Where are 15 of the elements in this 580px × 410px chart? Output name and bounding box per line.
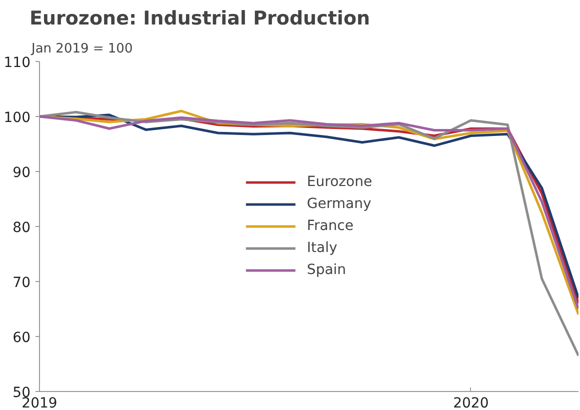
chart-title: Eurozone: Industrial Production [30,8,370,30]
y-tick-label: 90 [12,165,31,181]
x-tick-label: 2020 [453,396,489,410]
y-tick-label: 60 [12,330,31,346]
line-series [40,110,578,357]
legend-label: Spain [306,262,346,278]
y-tick-label: 80 [12,220,31,236]
y-tick-label: 70 [12,275,31,291]
y-tick-label: 110 [4,55,31,71]
legend-label: Italy [306,240,338,256]
legend-label: Germany [306,196,372,212]
y-tick-label: 100 [4,110,31,126]
legend-label: France [306,218,354,234]
legend-label: Eurozone [306,174,372,190]
chart-subtitle: Jan 2019 = 100 [30,42,133,56]
